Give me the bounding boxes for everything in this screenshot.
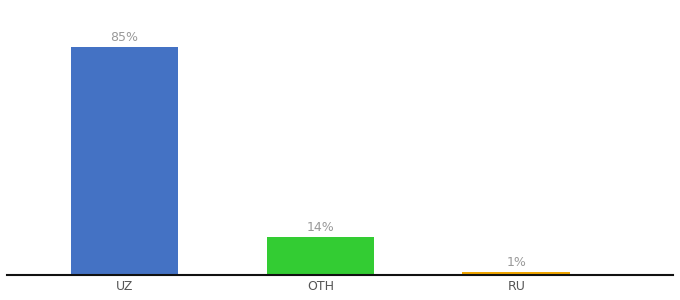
Text: 85%: 85% xyxy=(110,31,139,44)
Bar xyxy=(267,237,374,274)
Bar xyxy=(71,47,178,274)
Bar xyxy=(462,272,571,274)
Text: 1%: 1% xyxy=(507,256,526,268)
Text: 14%: 14% xyxy=(307,221,335,234)
